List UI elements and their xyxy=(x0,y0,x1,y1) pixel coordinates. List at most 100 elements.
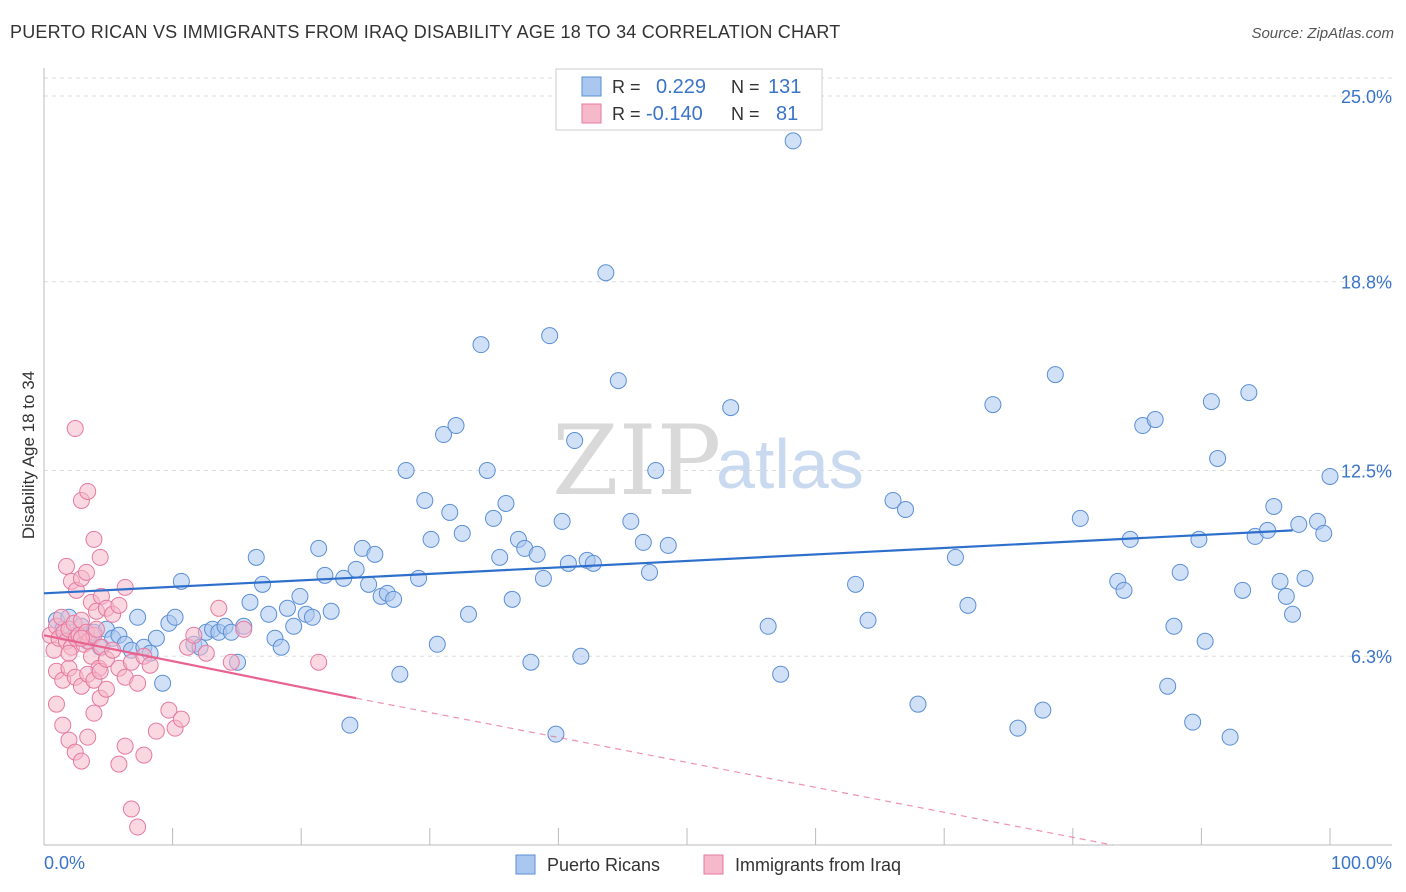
point-iraq-60 xyxy=(85,704,103,722)
trend-line-puerto-ricans xyxy=(43,529,1293,595)
point-puerto-rican-79 xyxy=(566,432,584,450)
point-puerto-rican-110 xyxy=(1146,411,1164,429)
point-iraq-63 xyxy=(110,755,128,773)
point-puerto-rican-43 xyxy=(322,602,340,620)
y-tick-label-1: 12.5% xyxy=(1341,461,1392,481)
point-puerto-rican-80 xyxy=(572,647,590,665)
point-puerto-rican-52 xyxy=(385,590,403,608)
point-puerto-rican-75 xyxy=(541,327,559,345)
point-puerto-rican-83 xyxy=(597,264,615,282)
point-puerto-rican-126 xyxy=(1277,587,1295,605)
point-iraq-55 xyxy=(54,716,72,734)
point-puerto-rican-58 xyxy=(428,635,446,653)
point-puerto-rican-64 xyxy=(472,336,490,354)
point-puerto-rican-127 xyxy=(1284,605,1302,623)
point-puerto-rican-97 xyxy=(896,500,914,518)
point-puerto-rican-99 xyxy=(946,548,964,566)
point-puerto-rican-82 xyxy=(584,554,602,572)
point-puerto-rican-73 xyxy=(528,545,546,563)
point-puerto-rican-94 xyxy=(847,575,865,593)
point-puerto-rican-102 xyxy=(1009,719,1027,737)
legend-swatch-puerto-ricans xyxy=(581,76,602,97)
point-puerto-rican-69 xyxy=(503,590,521,608)
point-puerto-rican-72 xyxy=(522,653,540,671)
chart-title: PUERTO RICAN VS IMMIGRANTS FROM IRAQ DIS… xyxy=(10,22,841,42)
point-puerto-rican-57 xyxy=(422,530,440,548)
point-iraq-34 xyxy=(129,674,147,692)
point-puerto-rican-129 xyxy=(1296,569,1314,587)
point-puerto-rican-36 xyxy=(278,599,296,617)
point-iraq-51 xyxy=(79,482,97,500)
point-puerto-rican-116 xyxy=(1196,632,1214,650)
x-tick-label-0: 0.0% xyxy=(44,853,85,873)
point-puerto-rican-46 xyxy=(347,560,365,578)
point-puerto-rican-59 xyxy=(435,426,453,444)
point-puerto-rican-38 xyxy=(291,587,309,605)
point-puerto-rican-68 xyxy=(497,494,515,512)
grid-lines xyxy=(44,77,1392,657)
point-puerto-rican-131 xyxy=(1315,524,1333,542)
point-iraq-80 xyxy=(60,644,78,662)
point-puerto-rican-45 xyxy=(341,716,359,734)
legend-swatch-iraq xyxy=(581,103,602,124)
point-puerto-rican-90 xyxy=(722,399,740,417)
point-puerto-rican-16 xyxy=(147,629,165,647)
point-iraq-68 xyxy=(147,722,165,740)
point-iraq-77 xyxy=(235,620,253,638)
point-iraq-49 xyxy=(66,420,84,438)
point-puerto-rican-78 xyxy=(559,554,577,572)
point-puerto-rican-67 xyxy=(491,548,509,566)
point-puerto-rican-33 xyxy=(260,605,278,623)
point-puerto-rican-103 xyxy=(1034,701,1052,719)
point-iraq-73 xyxy=(185,626,203,644)
point-puerto-rican-117 xyxy=(1202,393,1220,411)
point-iraq-76 xyxy=(222,653,240,671)
point-iraq-71 xyxy=(172,710,190,728)
point-iraq-74 xyxy=(197,644,215,662)
point-puerto-rican-74 xyxy=(534,569,552,587)
point-puerto-rican-17 xyxy=(154,674,172,692)
legend-r-value-2: -0.140 xyxy=(646,103,703,125)
point-puerto-rican-128 xyxy=(1290,515,1308,533)
point-puerto-rican-49 xyxy=(366,545,384,563)
point-iraq-75 xyxy=(210,599,228,617)
point-iraq-59 xyxy=(79,728,97,746)
point-puerto-rican-86 xyxy=(634,533,652,551)
point-puerto-rican-107 xyxy=(1115,581,1133,599)
point-puerto-rican-19 xyxy=(166,608,184,626)
x-tick-label-1: 100.0% xyxy=(1331,853,1392,873)
point-puerto-rican-124 xyxy=(1265,497,1283,515)
point-puerto-rican-31 xyxy=(247,548,265,566)
point-puerto-rican-60 xyxy=(441,503,459,521)
bottom-legend-label-iraq: Immigrants from Iraq xyxy=(735,855,901,875)
point-puerto-rican-98 xyxy=(909,695,927,713)
point-iraq-18 xyxy=(87,620,105,638)
point-puerto-rican-96 xyxy=(884,491,902,509)
point-puerto-rican-113 xyxy=(1171,563,1189,581)
point-iraq-62 xyxy=(97,680,115,698)
legend-r-label-2: R = xyxy=(612,104,641,124)
point-puerto-rican-63 xyxy=(460,605,478,623)
point-iraq-37 xyxy=(57,557,75,575)
point-iraq-52 xyxy=(85,530,103,548)
y-tick-label-2: 18.8% xyxy=(1341,273,1392,293)
source-label: Source: ZipAtlas.com xyxy=(1251,25,1394,42)
point-puerto-rican-62 xyxy=(453,524,471,542)
point-puerto-rican-56 xyxy=(416,491,434,509)
y-axis-label: Disability Age 18 to 34 xyxy=(19,371,38,539)
point-puerto-rican-53 xyxy=(391,665,409,683)
point-puerto-rican-118 xyxy=(1209,450,1227,468)
point-iraq-47 xyxy=(110,596,128,614)
point-puerto-rican-88 xyxy=(647,461,665,479)
point-iraq-66 xyxy=(129,818,147,836)
bottom-legend: Puerto Ricans Immigrants from Iraq xyxy=(515,854,901,875)
point-iraq-67 xyxy=(135,746,153,764)
point-puerto-rican-100 xyxy=(959,596,977,614)
point-puerto-rican-32 xyxy=(253,575,271,593)
point-puerto-rican-111 xyxy=(1159,677,1177,695)
bottom-legend-label-puerto-ricans: Puerto Ricans xyxy=(547,855,660,875)
point-puerto-rican-40 xyxy=(303,608,321,626)
y-tick-label-3: 25.0% xyxy=(1341,87,1392,107)
trend-lines xyxy=(43,529,1293,846)
